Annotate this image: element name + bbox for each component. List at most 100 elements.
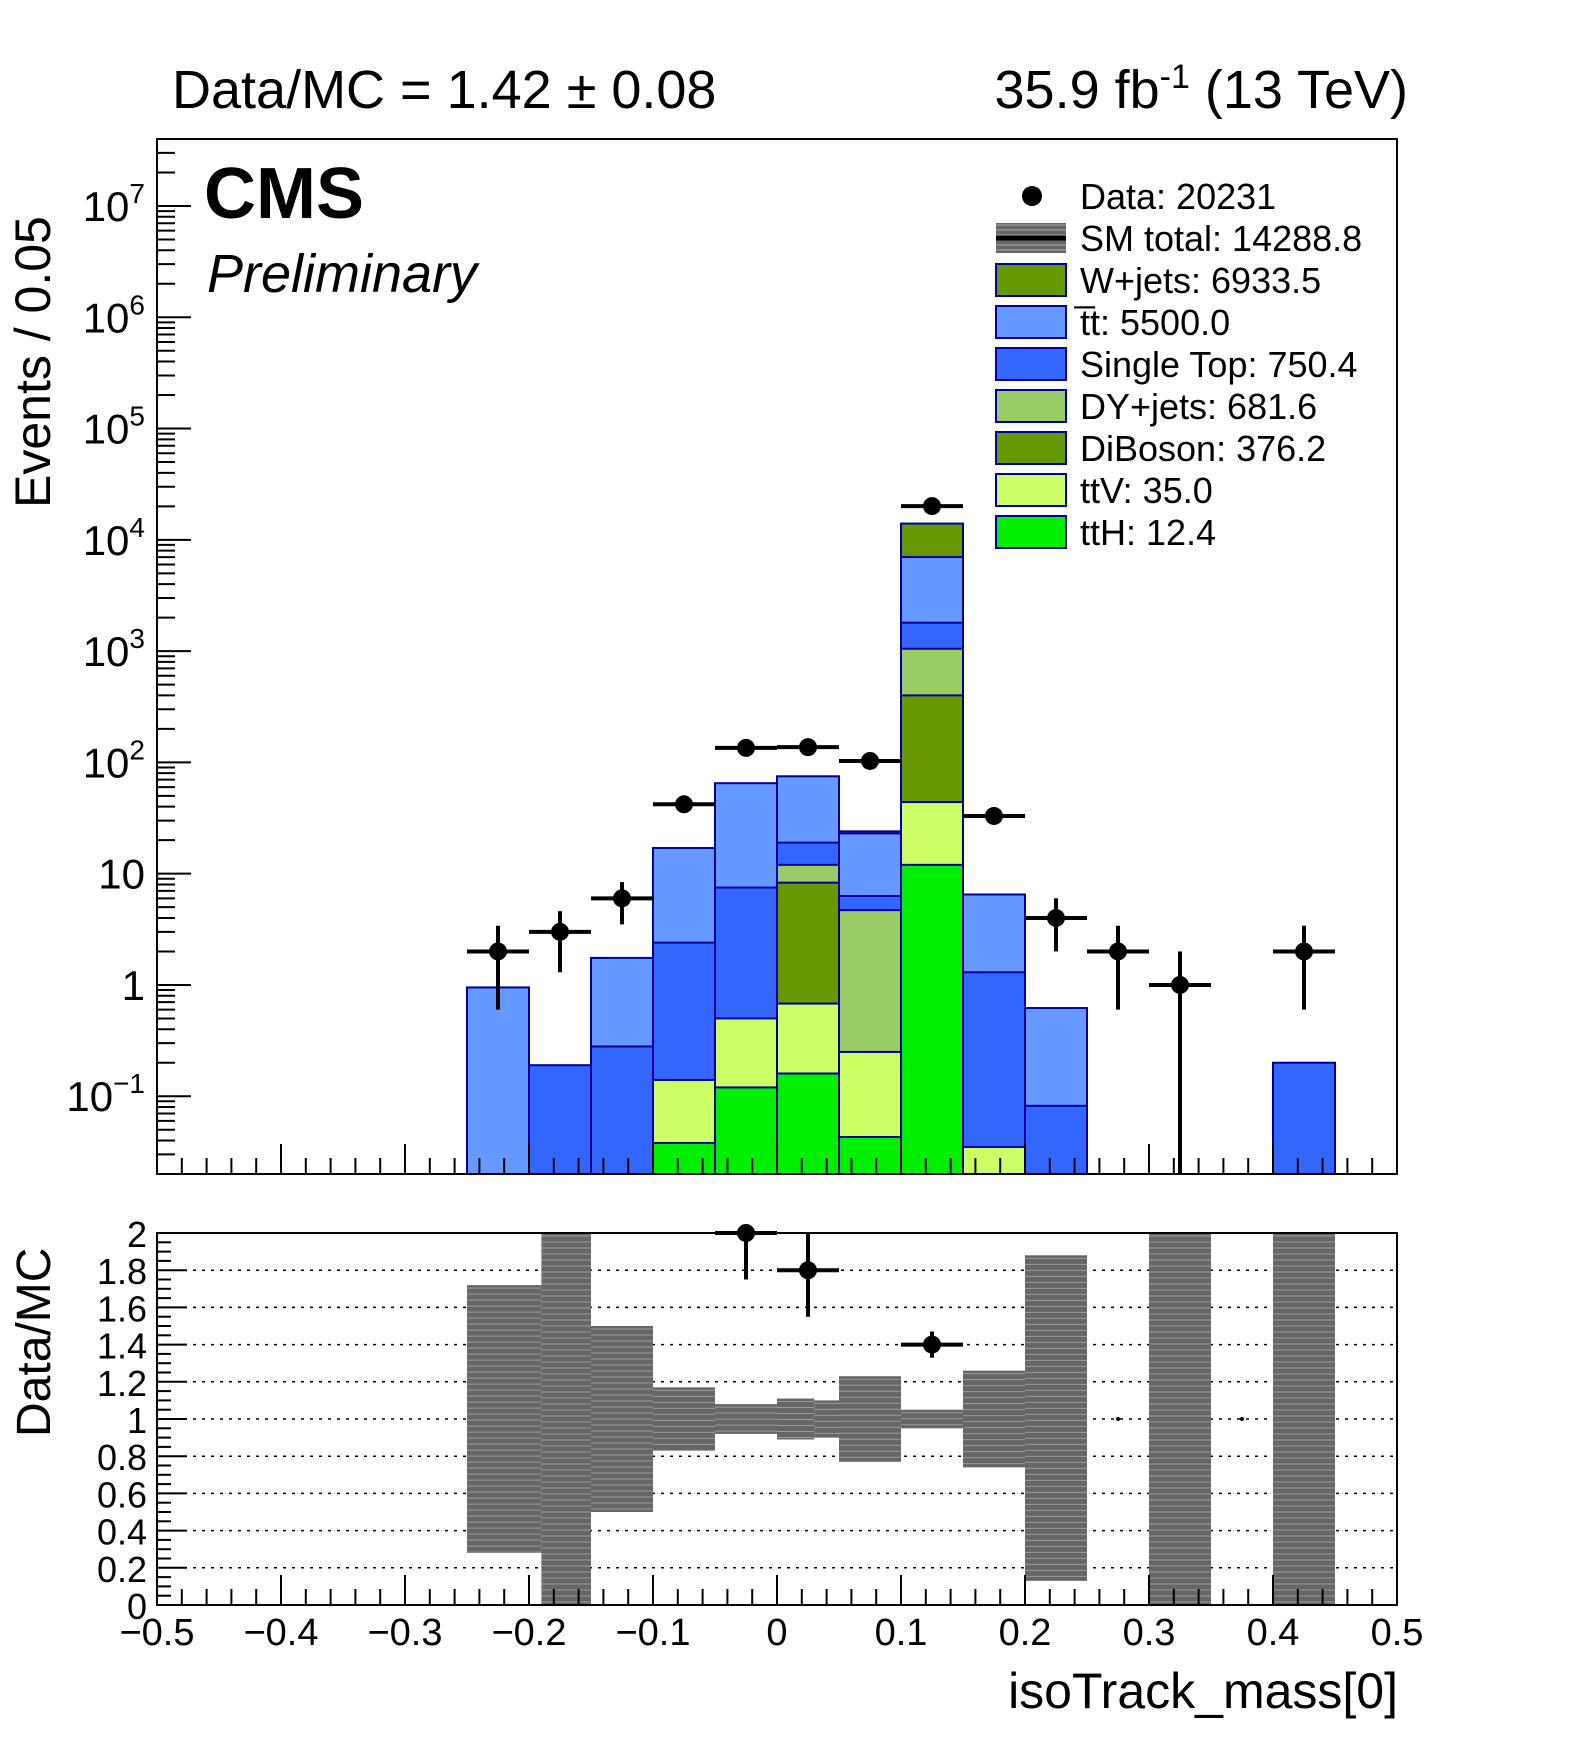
x-tick-label: 0.4	[1247, 1612, 1300, 1654]
legend-label: DiBoson: 376.2	[1080, 428, 1326, 469]
band-fill	[839, 1376, 901, 1462]
legend-label: t̅t: 5500.0	[1074, 302, 1231, 343]
main-y-axis: 10−1 1 10 102 103 104 105 106 107	[66, 138, 191, 1175]
legend-swatch	[995, 263, 1067, 297]
ratio-point	[901, 1331, 963, 1358]
legend-label: Single Top: 750.4	[1080, 344, 1358, 385]
uncertainty-band	[1025, 1255, 1087, 1581]
y-tick-label: 104	[83, 512, 145, 564]
y-tick-label: 1	[122, 962, 145, 1009]
legend-swatch	[995, 515, 1067, 549]
legend-entry: t̅t: 5500.0	[995, 302, 1231, 343]
y-tick-label: 10	[98, 851, 145, 898]
stacked-histograms	[466, 522, 1336, 1176]
legend-swatch	[995, 389, 1067, 423]
legend-swatch	[995, 347, 1067, 381]
uncertainty-bands	[467, 1233, 1335, 1605]
ratio-y-tick-label: 1.8	[97, 1251, 147, 1292]
data-point	[1273, 925, 1335, 1010]
y-tick-label: 106	[83, 289, 145, 341]
luminosity-label: 35.9 fb-1 (13 TeV)	[995, 58, 1408, 120]
legend-swatch	[995, 473, 1067, 507]
stack-bar	[528, 1064, 592, 1176]
stack-bar	[900, 863, 964, 1176]
uncertainty-band	[901, 1409, 963, 1429]
legend-label: ttH: 12.4	[1080, 512, 1216, 553]
ratio-y-tick-label: 0.2	[97, 1549, 147, 1590]
legend-swatch	[995, 431, 1067, 465]
data-point	[963, 806, 1025, 825]
x-axis-title: isoTrack_mass[0]	[1008, 1663, 1398, 1719]
uncertainty-band	[839, 1376, 901, 1462]
data-marker	[1295, 942, 1313, 961]
data-point	[467, 925, 529, 1010]
stack-bar	[652, 1141, 716, 1175]
stack-bar	[714, 1086, 778, 1176]
ratio-marker	[799, 1261, 817, 1280]
x-tick-label: 0.5	[1371, 1612, 1424, 1654]
data-marker	[1109, 942, 1127, 961]
legend-marker	[1022, 186, 1042, 206]
ratio-y-tick-label: 0.6	[97, 1474, 147, 1515]
ratio-y-tick-label: 2	[127, 1214, 147, 1255]
data-point	[1149, 951, 1211, 1174]
uncertainty-band	[777, 1398, 815, 1440]
y-tick-label: 10−1	[66, 1068, 145, 1120]
y-tick-label: 103	[83, 623, 145, 675]
y-tick-label: 102	[83, 734, 145, 786]
ratio-y-tick-label: 1	[127, 1400, 147, 1441]
data-point	[715, 738, 777, 757]
stack-bar	[1024, 1104, 1088, 1176]
legend-entry: DiBoson: 376.2	[995, 428, 1326, 469]
data-point	[1025, 898, 1087, 952]
ratio-panel: 00.20.40.60.811.21.41.61.82 −0.5 −0.4 −0.3…	[8, 1214, 1423, 1719]
uncertainty-band	[467, 1285, 542, 1553]
x-tick-label: −0.5	[119, 1612, 194, 1654]
band-fill	[814, 1400, 839, 1438]
uncertainty-band	[1149, 1233, 1211, 1605]
uncertainty-band	[814, 1400, 839, 1438]
data-marker	[675, 795, 693, 814]
stack-bar	[466, 986, 530, 1175]
data-marker	[1047, 908, 1065, 927]
data-marker	[923, 497, 941, 516]
data-point	[777, 738, 839, 757]
stack-bar	[1272, 1061, 1336, 1176]
data-marker	[1171, 975, 1189, 994]
legend-entry: DY+jets: 681.6	[995, 386, 1317, 427]
uncertainty-band	[591, 1326, 653, 1512]
x-tick-label: −0.2	[491, 1612, 566, 1654]
legend-entry: Single Top: 750.4	[995, 344, 1358, 385]
band-fill	[1025, 1255, 1087, 1581]
legend-entry: Data: 20231	[1022, 176, 1276, 217]
legend-label: DY+jets: 681.6	[1080, 386, 1317, 427]
band-fill	[1149, 1233, 1211, 1605]
stack-bar	[776, 1072, 840, 1176]
band-fill	[653, 1387, 715, 1451]
legend-swatch	[995, 305, 1067, 339]
ratio-y-axis: 00.20.40.60.811.21.41.61.82	[97, 1214, 187, 1627]
ratio-y-tick-label: 1.6	[97, 1288, 147, 1329]
uncertainty-band	[541, 1233, 591, 1605]
data-point	[591, 882, 653, 925]
data-point	[1087, 925, 1149, 1010]
x-tick-label: −0.4	[243, 1612, 318, 1654]
main-x-ticks	[156, 1144, 1398, 1174]
ratio-summary: Data/MC = 1.42 ± 0.08	[172, 60, 716, 120]
ratio-y-axis-title: Data/MC	[8, 1248, 61, 1437]
x-tick-label: 0.2	[999, 1612, 1052, 1654]
legend-label: Data: 20231	[1080, 176, 1276, 217]
preliminary-label: Preliminary	[207, 244, 480, 304]
x-tick-label: 0.3	[1123, 1612, 1176, 1654]
unity-dot	[1240, 1417, 1244, 1421]
legend-label: ttV: 35.0	[1080, 470, 1213, 511]
band-fill	[467, 1285, 542, 1553]
ratio-y-tick-label: 1.2	[97, 1363, 147, 1404]
ratio-marker	[923, 1335, 941, 1354]
ratio-y-tick-label: 0.8	[97, 1437, 147, 1478]
cms-logo: CMS	[204, 154, 364, 234]
data-marker	[861, 751, 879, 770]
x-tick-label: 0.1	[875, 1612, 928, 1654]
